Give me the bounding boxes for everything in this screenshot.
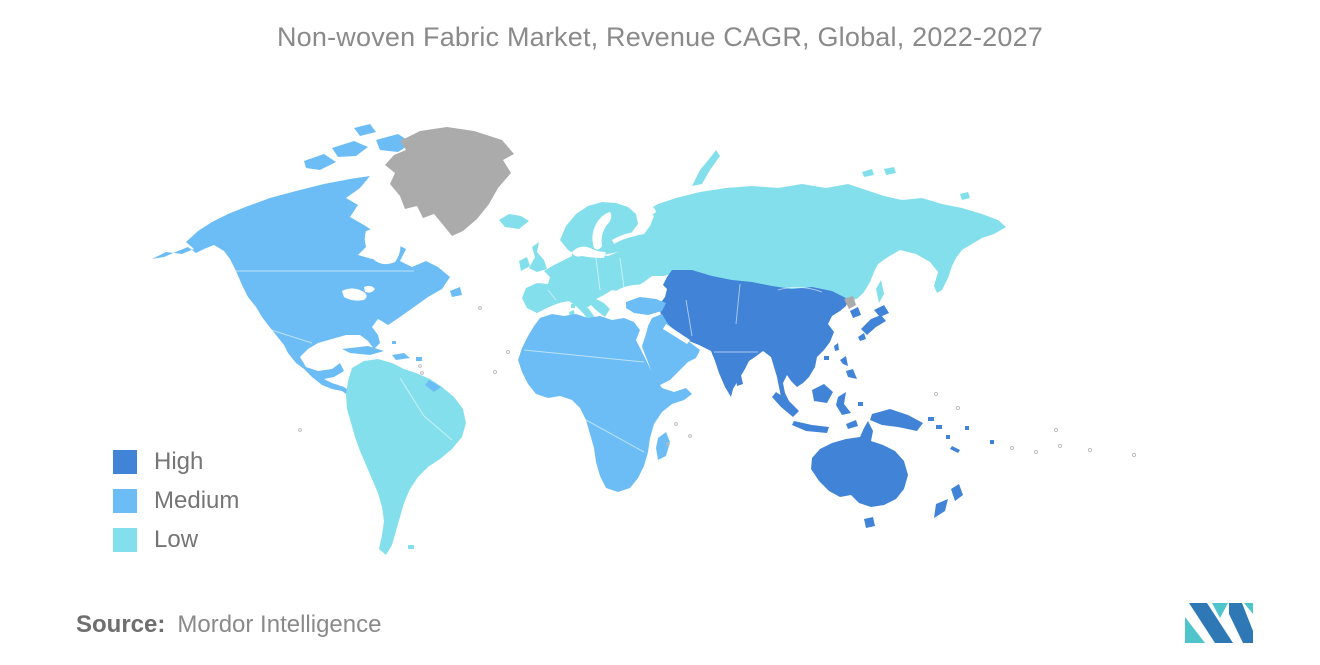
logo-teal-left-triangle — [1185, 617, 1205, 643]
region-greenland — [385, 127, 514, 236]
source-label: Source: — [76, 611, 166, 638]
region-new-zealand — [934, 484, 963, 518]
legend-item-low: Low — [113, 526, 239, 553]
persian-gulf — [663, 324, 690, 344]
region-north-korea — [844, 296, 856, 309]
region-pacific-islands-high — [946, 426, 994, 453]
logo-teal-right-triangle — [1244, 603, 1253, 614]
legend-label-high: High — [154, 448, 204, 475]
region-south-korea — [850, 307, 861, 318]
hudson-bay — [364, 227, 401, 265]
region-new-guinea — [870, 409, 942, 431]
logo-teal-middle-triangle — [1212, 603, 1228, 618]
region-indonesia — [772, 384, 863, 433]
legend: High Medium Low — [113, 448, 240, 567]
region-caribbean — [342, 341, 422, 365]
legend-label-low: Low — [154, 526, 199, 553]
legend-swatch-medium — [113, 489, 137, 513]
region-south-america — [346, 359, 466, 555]
baltic-sea — [572, 232, 636, 258]
logo-blue-right-shape — [1229, 603, 1253, 643]
region-asia-high — [659, 270, 848, 405]
legend-item-medium: Medium — [113, 487, 240, 514]
us-mexico-border — [267, 328, 313, 344]
region-madagascar — [656, 432, 670, 460]
europe-internal-borders — [547, 257, 637, 301]
region-australia — [811, 421, 908, 528]
region-africa — [518, 314, 692, 492]
region-taiwan-hainan — [824, 343, 839, 360]
legend-label-medium: Medium — [154, 487, 240, 514]
region-french-guiana — [425, 380, 441, 392]
source-line: Source: Mordor Intelligence — [76, 611, 381, 639]
region-turkey — [626, 297, 666, 315]
black-sea — [614, 284, 659, 301]
region-british-isles — [519, 242, 547, 272]
region-philippines — [840, 356, 857, 379]
legend-swatch-low — [113, 528, 137, 552]
africa-internal-borders — [523, 349, 645, 453]
logo-blue-left-diagonal — [1189, 603, 1233, 643]
region-arabia — [642, 314, 700, 386]
great-lakes — [342, 285, 375, 301]
asia-internal-borders — [685, 283, 823, 353]
outline-islands — [298, 306, 1137, 458]
source-value: Mordor Intelligence — [177, 611, 382, 638]
mordor-intelligence-logo — [1185, 603, 1253, 643]
gulf-of-bothnia — [592, 212, 612, 250]
white-sea — [646, 206, 656, 215]
region-japan — [858, 305, 889, 341]
legend-item-high: High — [113, 448, 239, 475]
region-sri-lanka — [736, 375, 743, 386]
legend-swatch-high — [113, 450, 137, 474]
region-europe-russia — [522, 184, 1006, 324]
sa-internal-borders — [399, 377, 453, 441]
region-iceland — [499, 214, 529, 229]
chart-title: Non-woven Fabric Market, Revenue CAGR, G… — [276, 22, 1044, 52]
